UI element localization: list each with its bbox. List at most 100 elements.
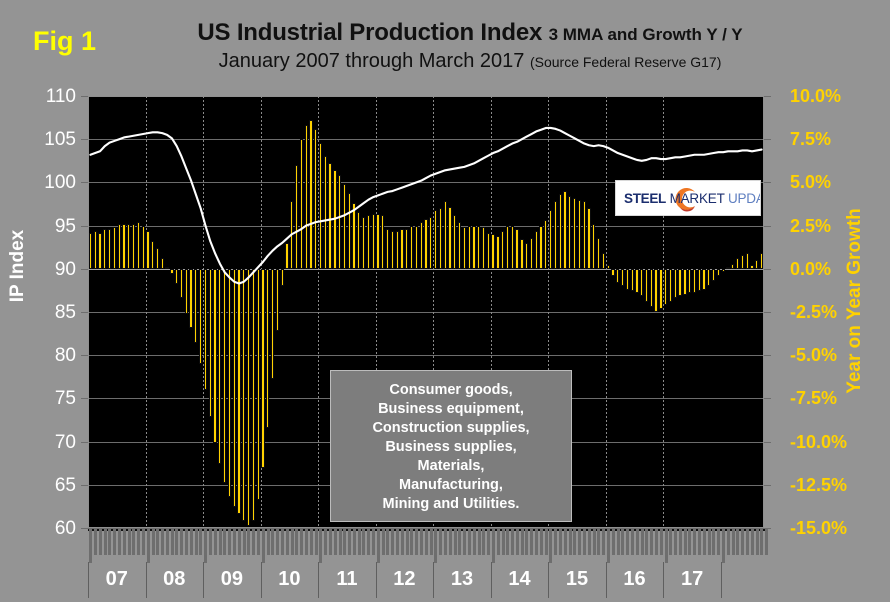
gridline-horizontal [88, 528, 764, 529]
x-axis-month-tick [698, 529, 702, 555]
x-axis-month-tick [213, 529, 217, 555]
x-axis-month-tick [271, 529, 275, 555]
left-axis-tick [81, 355, 88, 357]
x-axis-month-tick [491, 529, 495, 563]
bar [175, 268, 179, 285]
bar [736, 258, 740, 269]
right-axis-tick [764, 441, 771, 443]
x-axis-month-tick [304, 529, 308, 555]
gridline-horizontal [88, 312, 764, 313]
x-axis-month-tick [324, 529, 328, 555]
bar [486, 232, 490, 269]
source-label: (Source Federal Reserve G17) [529, 54, 722, 71]
x-axis-month-tick [372, 529, 376, 555]
left-axis-tick [81, 225, 88, 227]
left-axis-tick-label: 60 [54, 518, 76, 539]
x-axis-month-tick [539, 529, 543, 555]
bar [659, 268, 663, 309]
x-axis-month-tick [525, 529, 529, 555]
x-axis-month-tick [161, 529, 165, 555]
bar [726, 267, 730, 270]
bar [630, 268, 634, 292]
x-axis-month-tick [122, 529, 126, 555]
bar [304, 125, 308, 269]
title-subtext: 3 MMA and Growth Y / Y [548, 25, 743, 44]
left-axis-tick-label: 110 [45, 86, 76, 107]
bar [141, 225, 145, 269]
x-axis-month-tick [189, 529, 193, 555]
x-axis-month-tick [146, 529, 150, 563]
bar [448, 206, 452, 269]
left-axis-tick-label: 95 [54, 215, 76, 237]
right-axis-tick-label: -5.0% [790, 345, 838, 366]
x-axis-month-tick [400, 529, 404, 555]
bar [457, 222, 462, 269]
x-axis-month-tick [252, 529, 256, 555]
x-axis-month-tick [443, 529, 447, 555]
bar [194, 268, 198, 344]
x-axis-month-tick [674, 529, 678, 555]
bar [620, 268, 625, 287]
x-axis-month-tick [309, 529, 313, 555]
x-axis-year-label: 14 [508, 568, 531, 590]
x-axis-month-tick [573, 529, 577, 555]
x-axis-year-separator [203, 562, 205, 598]
x-axis-month-tick [535, 529, 539, 555]
x-axis-month-tick [180, 529, 184, 555]
bar [644, 268, 649, 302]
x-axis-year-separator [663, 562, 665, 598]
bar [740, 254, 745, 269]
x-axis-month-tick [683, 529, 687, 555]
left-axis-tick [81, 312, 88, 313]
x-axis-month-tick [669, 529, 673, 555]
x-axis-month-tick [194, 529, 198, 555]
legend-line: Consumer goods, [389, 381, 513, 398]
x-axis-month-tick [362, 529, 366, 555]
logo-word-market: MARKET [666, 191, 725, 206]
bar [625, 268, 629, 290]
x-axis-month-tick [333, 529, 337, 555]
logo-arc-icon [675, 188, 695, 212]
bar [635, 268, 639, 293]
bar [294, 165, 299, 269]
x-axis-month-tick [376, 529, 380, 563]
x-axis-month-tick [712, 529, 716, 555]
x-axis-month-tick [746, 529, 750, 555]
bar [491, 234, 495, 269]
gridline-vertical [663, 96, 664, 528]
right-axis-tick-label: -7.5% [790, 388, 838, 409]
bar [429, 216, 433, 269]
x-axis-month-tick [583, 529, 586, 555]
right-axis-title: Year on Year Growth [844, 208, 865, 394]
x-axis-month-tick [559, 529, 563, 555]
bar [414, 225, 419, 269]
bar [688, 268, 692, 293]
bar [275, 268, 279, 331]
bar [318, 142, 323, 269]
bar [381, 215, 385, 269]
x-axis-month-tick [496, 529, 500, 555]
x-axis-year-label: 12 [393, 568, 416, 590]
bar [362, 216, 366, 269]
x-axis-month-tick [209, 529, 213, 555]
bar [208, 268, 212, 418]
x-axis-month-tick [587, 529, 591, 555]
bar [745, 253, 749, 269]
bar [716, 268, 721, 276]
logo-word-update: UPDATE [727, 191, 760, 206]
left-axis-tick [81, 268, 88, 270]
bar [759, 253, 764, 269]
bar [98, 232, 102, 269]
x-axis-month-tick [487, 529, 491, 555]
x-axis-month-tick [765, 529, 769, 555]
x-axis-month-tick [688, 529, 692, 555]
bar [587, 208, 591, 269]
x-axis-month-tick [290, 529, 294, 555]
right-axis-tick [764, 225, 771, 227]
x-axis-month-tick [257, 529, 260, 555]
zero-line [88, 269, 764, 270]
bar [251, 268, 256, 522]
x-axis-year-separator [605, 562, 607, 598]
left-axis-tick-label: 75 [54, 388, 76, 410]
right-axis-tick-label: 5.0% [790, 172, 832, 193]
